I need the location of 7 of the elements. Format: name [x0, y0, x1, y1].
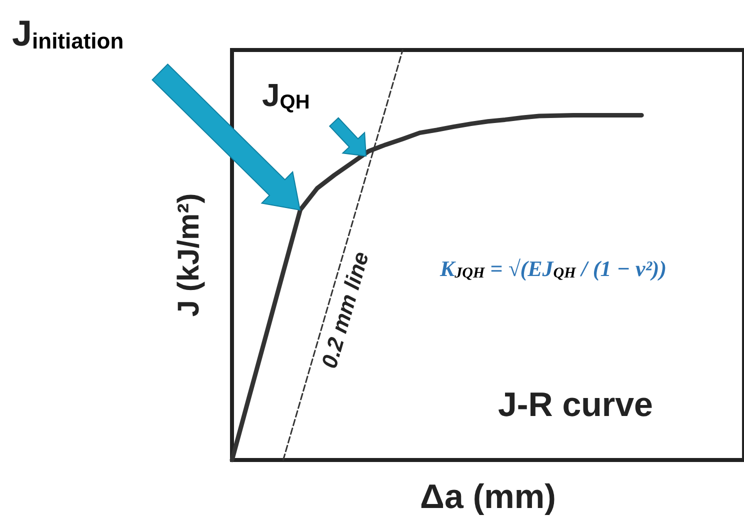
annotation: KJQH = √(EJQH / (1 − ν²)) [439, 256, 667, 282]
annotation: J-R curve [498, 386, 653, 424]
x-axis-title: Δa (mm) [420, 478, 556, 516]
y-axis-title: J (kJ/m²) [172, 193, 206, 317]
text: Jinitiation [12, 12, 124, 54]
annotation: 0.2 mm line [316, 248, 374, 372]
annotation: JQH [262, 77, 310, 114]
